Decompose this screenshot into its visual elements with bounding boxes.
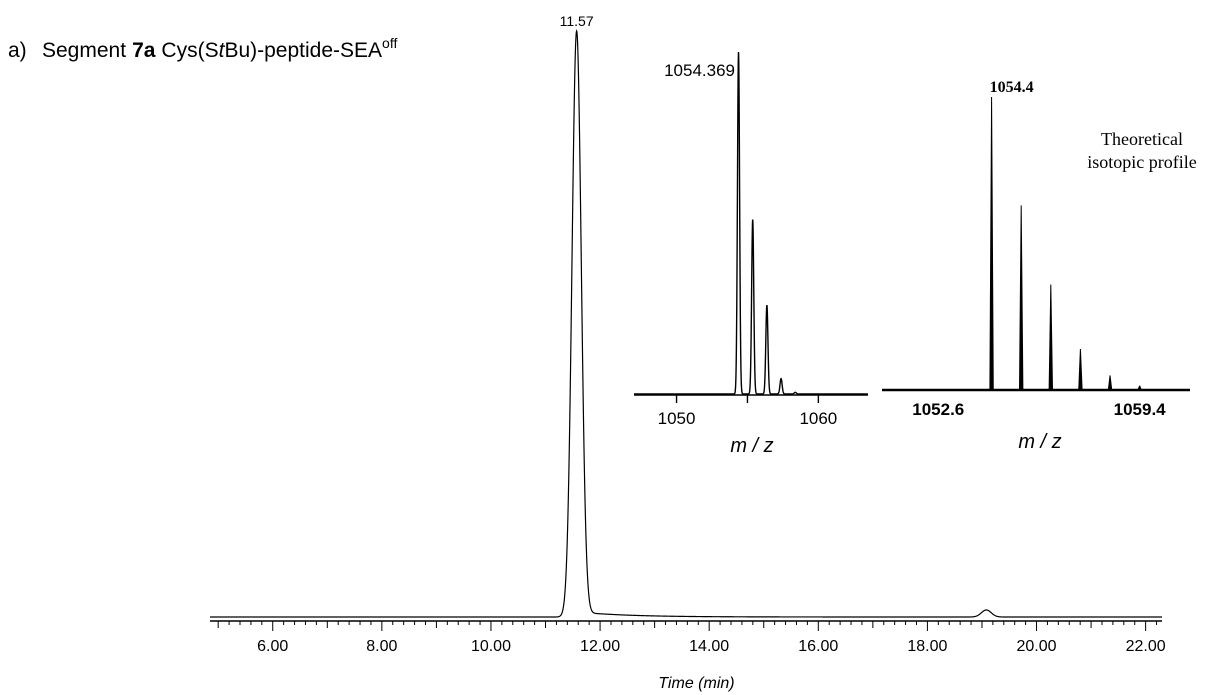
chromatogram-tick-label: 14.00 — [689, 638, 729, 655]
isotopic-peak — [1018, 205, 1024, 390]
panel-title: Segment 7a Cys(StBu)-peptide-SEAoff — [42, 35, 397, 62]
ms-spectrum-trace — [634, 51, 868, 395]
title-mid2: Bu)-peptide-SEA — [224, 39, 382, 62]
title-mid1: Cys(S — [161, 39, 218, 62]
ms-peak-label: 1054.369 — [664, 61, 735, 80]
isotopic-x-axis-label: m / z — [1018, 431, 1061, 453]
chromatogram-ticks: 6.00 8.00 10.00 12.00 14.00 16.00 18.00 20.00 22… — [217, 621, 1166, 655]
isotopic-peak — [1078, 348, 1083, 390]
chromatogram-tick-label: 12.00 — [580, 638, 620, 655]
ms-x-axis-label: m / z — [730, 435, 773, 457]
chromatogram-tick-label: 22.00 — [1126, 638, 1166, 655]
isotopic-annotation-line-2: isotopic profile — [1087, 152, 1196, 172]
panel-letter: a) — [8, 39, 27, 62]
title-prefix: Segment — [42, 39, 126, 62]
title-bold-id: 7a — [132, 39, 156, 62]
isotopic-profile-inset: 1052.6 1059.4 1054.4 Theoretical isotopic… — [882, 79, 1197, 453]
chromatogram-x-axis-label: Time (min) — [658, 675, 734, 692]
ms-tick-label: 1060 — [799, 409, 837, 428]
chromatogram-tick-label: 8.00 — [366, 638, 397, 655]
chromatogram-tick-label: 16.00 — [798, 638, 838, 655]
title-superscript: off — [382, 35, 397, 51]
isotopic-peak — [1048, 284, 1054, 390]
isotopic-annotation-line-1: Theoretical — [1101, 129, 1183, 149]
isotopic-profile-peaks — [989, 97, 1142, 390]
ms-tick-label: 1050 — [658, 409, 696, 428]
isotopic-tick-label: 1059.4 — [1114, 400, 1167, 419]
title-italic: t — [219, 39, 226, 62]
experimental-ms-inset: 1050 1060 1054.369 m / z — [634, 51, 868, 457]
isotopic-tick-labels: 1052.6 1059.4 — [912, 400, 1166, 419]
chromatogram-peak-label: 11.57 — [560, 13, 594, 29]
chromatogram-tick-label: 10.00 — [471, 638, 511, 655]
chromatogram-chart: 6.00 8.00 10.00 12.00 14.00 16.00 18.00 20.00 22… — [210, 13, 1166, 692]
chromatogram-tick-label: 6.00 — [257, 638, 288, 655]
chromatogram-trace — [210, 29, 1162, 618]
isotopic-peak-label: 1054.4 — [990, 79, 1034, 96]
isotopic-peak — [1107, 375, 1113, 390]
chromatogram-tick-label: 20.00 — [1016, 638, 1056, 655]
ms-ticks: 1050 1060 — [658, 395, 837, 428]
isotopic-tick-label: 1052.6 — [912, 400, 964, 419]
chromatogram-tick-label: 18.00 — [907, 638, 947, 655]
isotopic-peak — [989, 97, 994, 390]
